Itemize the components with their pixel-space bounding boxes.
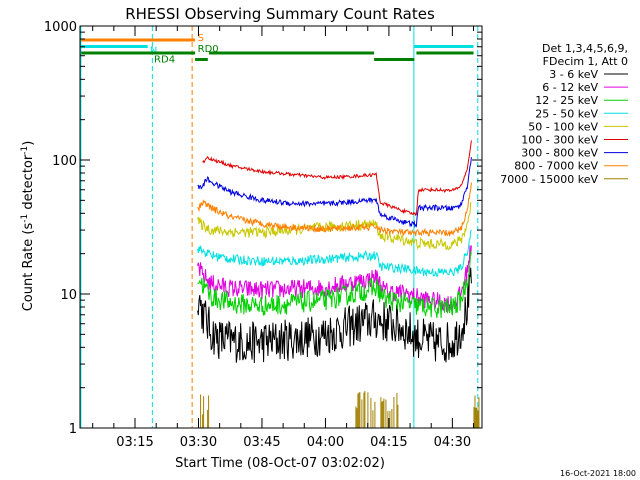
legend-header-line-2: FDecim 1, Att 0 — [543, 55, 628, 68]
y-tick-label-1: 10 — [60, 288, 77, 303]
status-bar-label-rd4: RD4 — [154, 55, 175, 66]
y-axis-label: Count Rate (s-1 detector-1) — [20, 141, 36, 312]
y-tick-label-0: 1 — [69, 422, 77, 437]
axis-ticks: 1 10 100 1000 03:15 03:30 03:45 04:00 04:15 04:30 — [44, 20, 482, 450]
y-axis-label-end: ) — [21, 141, 36, 146]
chart-title: RHESSI Observing Summary Count Rates — [125, 5, 435, 23]
legend-label-4: 50 - 100 keV — [528, 120, 598, 133]
x-tick-label-3: 04:00 — [307, 435, 344, 450]
legend-header-line-1: Det 1,3,4,5,6,9, — [542, 42, 628, 55]
series-line-7 — [197, 182, 472, 237]
series-line-4 — [197, 202, 472, 251]
series-line-1 — [197, 245, 472, 313]
timestamp: 16-Oct-2021 18:00 — [560, 469, 636, 478]
y-axis-label-mid: detector — [21, 154, 36, 214]
y-axis-label-sup1: -1 — [20, 214, 30, 223]
y-axis-label-main: Count Rate (s — [21, 223, 36, 312]
series-line-2 — [197, 250, 472, 319]
x-tick-label-0: 03:15 — [116, 435, 153, 450]
x-tick-label-1: 03:30 — [180, 435, 217, 450]
legend-label-1: 6 - 12 keV — [542, 81, 598, 94]
series-line-6 — [197, 157, 472, 229]
legend-label-0: 3 - 6 keV — [549, 68, 598, 81]
legend-label-6: 300 - 800 keV — [521, 147, 598, 160]
y-axis-label-sup2: -1 — [20, 146, 30, 155]
legend-label-3: 25 - 50 keV — [535, 107, 598, 120]
x-tick-label-5: 04:30 — [434, 435, 471, 450]
status-bar-label-rd0: RD0 — [198, 44, 219, 55]
status-bar-label-s: S — [198, 33, 204, 44]
series-line-3 — [197, 229, 472, 277]
plot-frame — [79, 25, 483, 429]
x-tick-label-2: 03:45 — [243, 435, 280, 450]
y-tick-label-2: 100 — [52, 154, 77, 169]
legend-label-8: 7000 - 15000 keV — [500, 173, 598, 186]
legend-label-5: 100 - 300 keV — [521, 134, 598, 147]
x-axis-label: Start Time (08-Oct-07 03:02:02) — [175, 456, 385, 471]
plot-marks: S N RD0 RD4 — [80, 26, 480, 428]
legend-label-7: 800 - 7000 keV — [514, 160, 598, 173]
status-bar-label-n: N — [150, 46, 157, 57]
series-line-0 — [197, 267, 472, 364]
y-tick-label-3: 1000 — [44, 20, 77, 35]
legend: Det 1,3,4,5,6,9, FDecim 1, Att 0 3 - 6 k… — [500, 42, 628, 186]
x-tick-label-4: 04:15 — [370, 435, 407, 450]
series-line-5 — [202, 140, 472, 217]
legend-label-2: 12 - 25 keV — [535, 94, 598, 107]
